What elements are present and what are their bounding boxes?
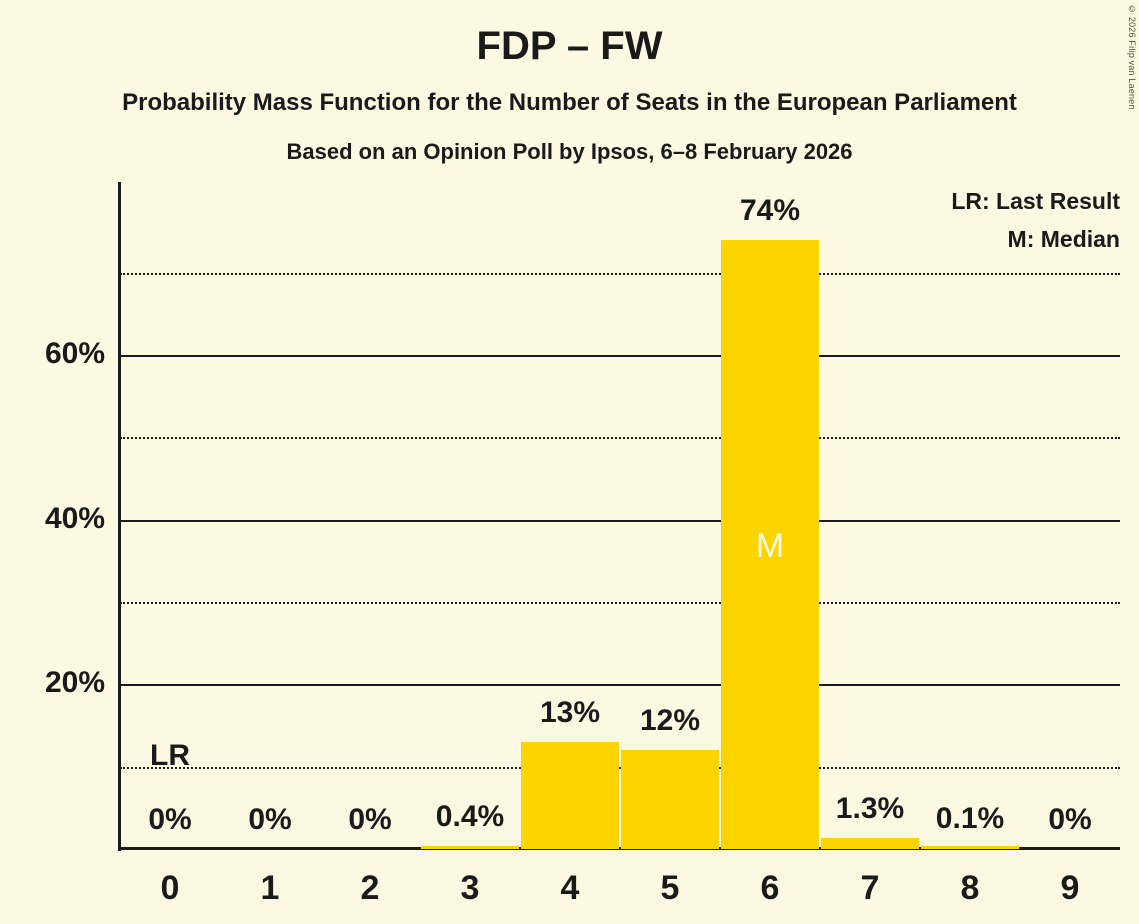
gridline-10pct [120, 766, 1120, 769]
legend-item-median: M: Median [1007, 226, 1120, 252]
gridline-20pct [120, 684, 1120, 687]
legend-item-last-result: LR: Last Result [951, 188, 1120, 214]
y-axis-line [118, 182, 121, 851]
gridline-50pct [120, 437, 1120, 440]
y-axis-label-60: 60% [44, 336, 105, 370]
chart-title: FDP – FW [476, 24, 663, 68]
gridline-30pct [120, 601, 1120, 604]
bar-3 [421, 845, 519, 849]
x-axis-label-5: 5 [660, 869, 680, 907]
gridline-40pct [120, 519, 1120, 522]
bar-value-label-8: 0.1% [935, 802, 1005, 836]
chart-subtitle: Probability Mass Function for the Number… [122, 89, 1017, 116]
bar-6 [721, 239, 819, 849]
x-axis-label-2: 2 [360, 869, 380, 907]
x-axis-label-3: 3 [460, 869, 480, 907]
bar-value-label-7: 1.3% [835, 792, 905, 826]
bar-4 [521, 741, 619, 849]
x-axis-label-9: 9 [1060, 869, 1080, 907]
x-axis-label-7: 7 [860, 869, 880, 907]
bar-value-label-6: 74% [739, 193, 801, 227]
x-axis-label-4: 4 [560, 869, 580, 907]
chart-legend: LR: Last Result M: Median [951, 182, 1120, 258]
bar-value-label-4: 13% [539, 695, 601, 729]
bar-5 [621, 750, 719, 849]
x-axis-line [118, 847, 1120, 850]
x-axis-label-6: 6 [760, 869, 780, 907]
bar-value-label-0: 0% [148, 803, 192, 836]
plot-area [120, 182, 1120, 849]
bar-value-label-3: 0.4% [435, 799, 505, 833]
y-axis-label-40: 40% [44, 501, 105, 535]
gridline-60pct [120, 354, 1120, 357]
bar-8 [921, 846, 1019, 849]
bar-value-label-1: 0% [248, 803, 292, 836]
chart-subtitle-source: Based on an Opinion Poll by Ipsos, 6–8 F… [286, 139, 853, 164]
last-result-marker: LR [150, 738, 190, 772]
bar-7 [821, 838, 919, 849]
bar-value-label-9: 0% [1048, 803, 1092, 836]
copyright-notice: © 2026 Filip van Laenen [1127, 4, 1137, 110]
gridline-70pct [120, 272, 1120, 275]
y-axis-label-20: 20% [44, 666, 105, 700]
x-axis-label-8: 8 [960, 869, 980, 907]
median-marker: M [755, 527, 785, 565]
x-axis-label-1: 1 [260, 869, 280, 907]
x-axis-label-0: 0 [160, 869, 180, 907]
bar-value-label-2: 0% [348, 803, 392, 836]
bar-value-label-5: 12% [639, 704, 701, 738]
